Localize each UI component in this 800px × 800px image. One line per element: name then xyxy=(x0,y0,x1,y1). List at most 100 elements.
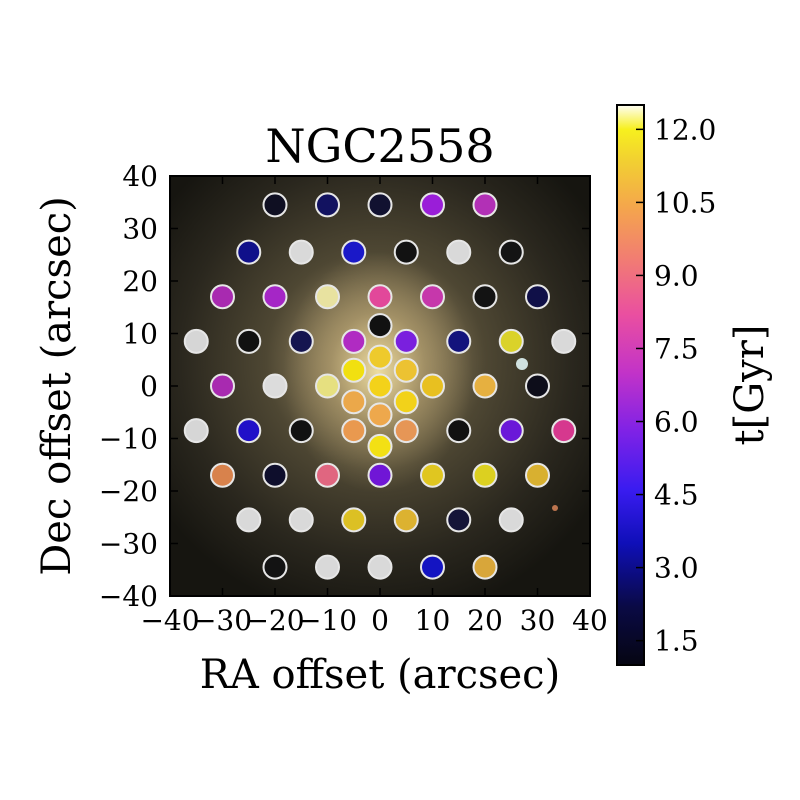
x-axis-ticks: −40−30−20−10 0 10 20 30 40 xyxy=(140,176,608,637)
data-point xyxy=(525,284,550,310)
data-point xyxy=(367,313,393,339)
data-point xyxy=(472,284,498,310)
data-point xyxy=(367,344,393,370)
data-point xyxy=(367,402,393,428)
data-point xyxy=(525,373,550,399)
data-point xyxy=(262,373,288,399)
data-point xyxy=(393,357,419,383)
colorbar-tick-label: 7.5 xyxy=(654,332,699,365)
data-point xyxy=(367,192,393,218)
colorbar-ticks: 1.5 3.0 4.5 6.0 7.5 9.0 10.5 12.0 xyxy=(636,113,716,658)
x-tick-label: 10 xyxy=(415,604,451,637)
data-point xyxy=(446,507,472,533)
x-tick-label: −30 xyxy=(193,604,252,637)
data-point xyxy=(498,507,524,533)
data-point xyxy=(367,554,393,580)
plot-area xyxy=(170,176,590,596)
data-point xyxy=(498,239,524,265)
data-points xyxy=(183,192,577,580)
y-tick-label: −20 xyxy=(99,475,158,508)
data-point xyxy=(420,192,445,218)
y-axis-label: Dec offset (arcsec) xyxy=(34,196,80,576)
colorbar-tick-label: 9.0 xyxy=(654,259,699,292)
data-point xyxy=(341,357,367,383)
data-point xyxy=(183,328,209,354)
colorbar-tick-label: 10.5 xyxy=(654,186,716,219)
data-point xyxy=(393,507,419,533)
x-tick-label: 40 xyxy=(572,604,608,637)
data-point xyxy=(210,373,235,399)
data-point xyxy=(262,192,288,218)
data-point xyxy=(498,328,524,354)
data-point xyxy=(262,284,288,310)
data-point xyxy=(472,462,498,488)
data-point xyxy=(341,389,367,415)
data-point xyxy=(472,373,498,399)
colorbar-label: t[Gyr] xyxy=(727,325,773,446)
y-tick-label: 30 xyxy=(122,213,158,246)
data-point xyxy=(315,554,340,580)
data-point xyxy=(367,433,393,459)
x-tick-label: −10 xyxy=(298,604,357,637)
data-point xyxy=(367,373,393,399)
data-point xyxy=(210,284,235,310)
data-point xyxy=(525,462,550,488)
data-point xyxy=(236,418,262,444)
data-point xyxy=(367,284,393,310)
colorbar-tick-label: 3.0 xyxy=(654,552,699,585)
data-point xyxy=(498,418,524,444)
data-point xyxy=(315,373,340,399)
x-tick-label: 20 xyxy=(467,604,503,637)
foreground-star xyxy=(552,505,558,511)
data-point xyxy=(393,328,419,354)
y-tick-label: −30 xyxy=(99,528,158,561)
data-point xyxy=(236,239,262,265)
y-axis-ticks: −40 −30 −20 −10 0 10 20 30 40 xyxy=(99,160,590,613)
data-point xyxy=(367,462,393,488)
data-point xyxy=(236,328,262,354)
data-point xyxy=(288,239,314,265)
data-point xyxy=(315,284,340,310)
data-point xyxy=(288,507,314,533)
data-point xyxy=(341,507,367,533)
y-tick-label: −40 xyxy=(99,580,158,613)
x-tick-label: 0 xyxy=(371,604,389,637)
data-point xyxy=(393,389,419,415)
data-point xyxy=(341,239,367,265)
data-point xyxy=(472,554,498,580)
data-point xyxy=(420,284,445,310)
data-point xyxy=(420,373,445,399)
x-tick-label: −20 xyxy=(245,604,304,637)
data-point xyxy=(288,328,314,354)
y-tick-label: 10 xyxy=(122,318,158,351)
data-point xyxy=(420,462,445,488)
galaxy-core-glow xyxy=(283,252,473,492)
y-tick-label: −10 xyxy=(99,423,158,456)
x-tick-label: −40 xyxy=(140,604,199,637)
x-tick-label: 30 xyxy=(520,604,556,637)
data-point xyxy=(393,239,419,265)
data-point xyxy=(341,328,367,354)
data-point xyxy=(262,554,288,580)
data-point xyxy=(262,462,288,488)
chart-title: NGC2558 xyxy=(265,119,494,173)
data-point xyxy=(341,418,367,444)
data-point xyxy=(288,418,314,444)
x-axis-label: RA offset (arcsec) xyxy=(200,652,560,698)
foreground-star xyxy=(516,358,528,370)
colorbar-tick-label: 6.0 xyxy=(654,406,699,439)
data-point xyxy=(551,328,577,354)
colorbar-tick-label: 12.0 xyxy=(654,113,716,146)
data-point xyxy=(551,418,577,444)
data-point xyxy=(446,418,472,444)
colorbar-tick-label: 1.5 xyxy=(654,625,699,658)
data-point xyxy=(210,462,235,488)
data-point xyxy=(315,192,340,218)
data-point xyxy=(446,239,472,265)
y-tick-label: 0 xyxy=(140,370,158,403)
colorbar xyxy=(616,104,645,666)
data-point xyxy=(183,418,209,444)
data-point xyxy=(315,462,340,488)
data-point xyxy=(446,328,472,354)
